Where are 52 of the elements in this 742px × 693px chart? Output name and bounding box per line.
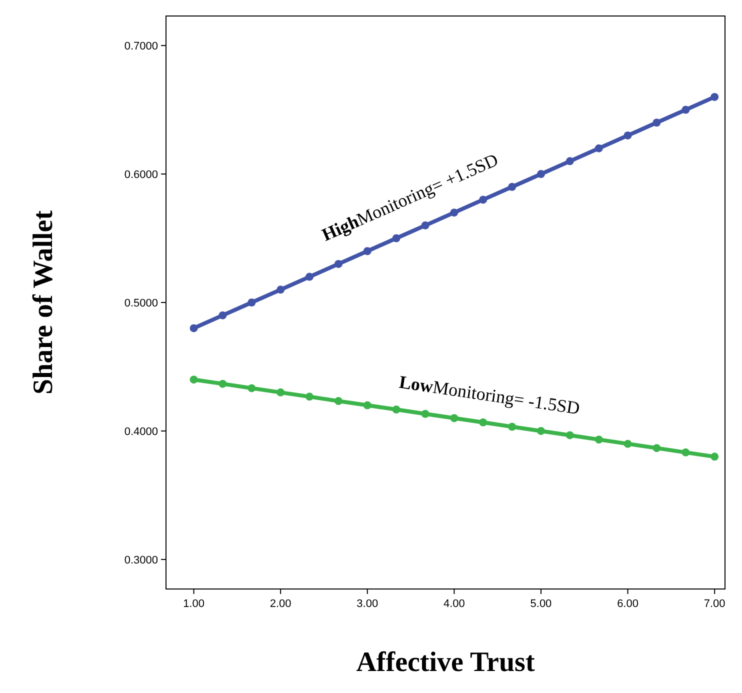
point — [305, 272, 314, 281]
y-tick-label: 0.7000 — [124, 40, 158, 53]
point — [624, 131, 632, 140]
point — [508, 182, 516, 191]
point — [392, 406, 400, 414]
y-tick-label: 0.5000 — [124, 298, 158, 310]
point — [479, 196, 488, 204]
point — [508, 422, 516, 431]
point — [536, 426, 545, 435]
point — [276, 388, 285, 396]
point — [594, 144, 603, 152]
point — [479, 418, 488, 426]
point — [710, 452, 719, 461]
point — [682, 106, 690, 114]
point — [334, 397, 342, 406]
point — [536, 170, 545, 178]
y-axis-title: Share of Wallet — [28, 210, 59, 395]
point — [363, 247, 372, 256]
point — [421, 410, 430, 418]
y-tick-label: 0.4000 — [124, 426, 158, 438]
y-tick-label: 0.6000 — [124, 169, 158, 182]
point — [682, 448, 690, 456]
point — [190, 324, 198, 332]
point — [334, 260, 342, 268]
point — [218, 380, 227, 388]
point — [450, 208, 458, 217]
point — [305, 392, 314, 401]
point — [710, 92, 719, 101]
point — [276, 286, 285, 294]
point — [218, 311, 227, 320]
point — [363, 401, 372, 410]
point — [594, 436, 603, 444]
point — [566, 157, 574, 166]
point — [248, 298, 256, 306]
point — [566, 431, 574, 440]
point — [624, 440, 632, 448]
annotation: Low Monitoring= -1.5SD — [398, 372, 582, 418]
point — [450, 414, 458, 422]
x-tick-label: 1.00 — [183, 598, 204, 610]
x-tick-label: 3.00 — [356, 598, 378, 610]
point — [652, 444, 661, 452]
x-tick-label: 4.00 — [443, 598, 465, 610]
point — [392, 234, 400, 242]
x-tick-label: 2.00 — [270, 598, 292, 610]
x-axis-title: Affective Trust — [356, 647, 536, 678]
y-tick-label: 0.3000 — [124, 554, 158, 566]
x-tick-label: 5.00 — [530, 598, 552, 610]
point — [190, 376, 198, 384]
point — [652, 118, 661, 127]
x-tick-label: 7.00 — [704, 598, 726, 610]
x-tick-label: 6.00 — [617, 598, 638, 610]
point — [248, 384, 256, 392]
